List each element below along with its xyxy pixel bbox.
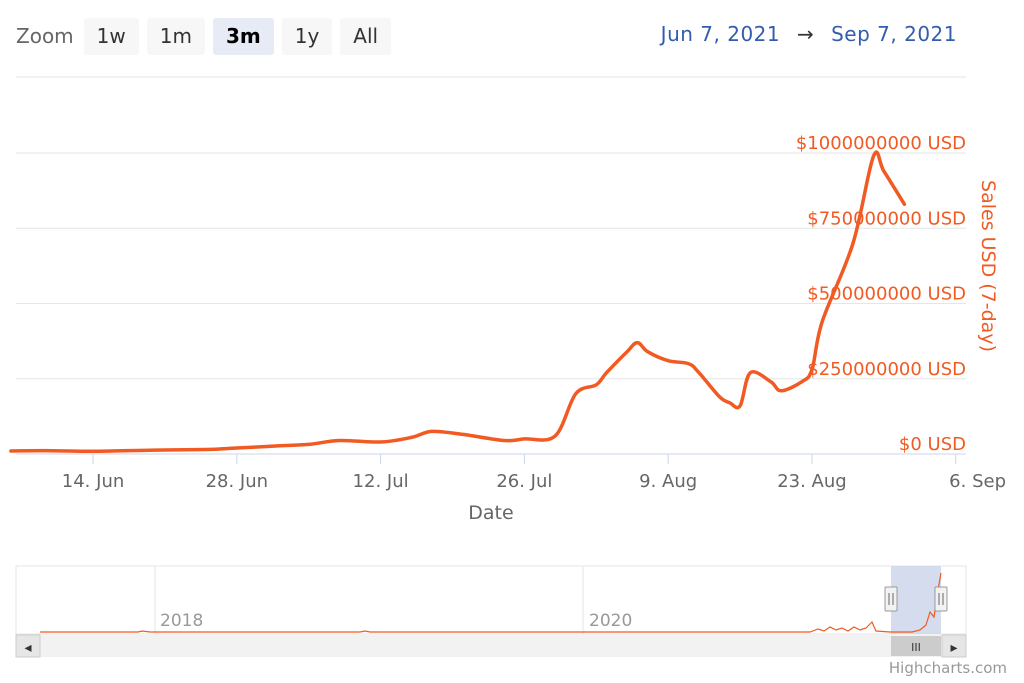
y-tick-label: $0 USD: [899, 434, 966, 455]
x-tick-label: 12. Jul: [353, 471, 409, 492]
zoom-all-button[interactable]: All: [340, 17, 392, 55]
range-arrow: →: [796, 22, 815, 46]
x-tick-label: 14. Jun: [62, 471, 124, 492]
x-tick-label: 28. Jun: [206, 471, 268, 492]
zoom-bar: Zoom 1w 1m 3m 1y All: [16, 17, 399, 55]
zoom-3m-button[interactable]: 3m: [212, 17, 274, 55]
x-axis-tick-labels: 14. Jun 28. Jun 12. Jul 26. Jul 9. Aug 23. Au…: [62, 454, 1006, 492]
x-tick-label: 26. Jul: [496, 471, 552, 492]
range-from-date[interactable]: Jun 7, 2021: [660, 22, 781, 46]
navigator[interactable]: 2018 2020: [15, 565, 967, 635]
y-tick-label: $500000000 USD: [807, 284, 966, 305]
scrollbar[interactable]: ◂ III ▸: [15, 634, 967, 658]
scrollbar-track[interactable]: [16, 635, 966, 657]
navigator-year-2018: 2018: [160, 611, 203, 631]
scrollbar-right-button[interactable]: [941, 634, 967, 658]
y-tick-label: $250000000 USD: [807, 359, 966, 380]
y-tick-label: $750000000 USD: [807, 208, 966, 229]
zoom-1w-button[interactable]: 1w: [83, 17, 139, 55]
y-axis-title: Sales USD (7-day): [977, 180, 999, 352]
navigator-selected-range[interactable]: [891, 566, 941, 634]
x-tick-label: 23. Aug: [777, 471, 847, 492]
x-tick-label: 9. Aug: [639, 471, 697, 492]
x-axis-title: Date: [468, 502, 513, 524]
zoom-1m-button[interactable]: 1m: [146, 17, 205, 55]
scrollbar-left-arrow-icon: ◂: [24, 640, 31, 656]
gridlines: [16, 76, 966, 455]
navigator-left-handle[interactable]: [884, 586, 898, 612]
highcharts-credit[interactable]: Highcharts.com: [888, 659, 1007, 677]
y-tick-label: $1000000000 USD: [796, 133, 966, 154]
navigator-year-2020: 2020: [589, 611, 632, 631]
scrollbar-left-button[interactable]: [15, 634, 41, 658]
scrollbar-grip-icon: III: [911, 641, 921, 654]
y-axis-tick-labels: $0 USD $250000000 USD $500000000 USD $75000…: [796, 133, 966, 455]
date-range-display: Jun 7, 2021 → Sep 7, 2021: [661, 22, 957, 46]
x-tick-label: 6. Sep: [949, 471, 1006, 492]
scrollbar-thumb[interactable]: [891, 636, 941, 656]
zoom-label: Zoom: [16, 24, 74, 48]
sales-series-line: [9, 150, 907, 454]
zoom-1y-button[interactable]: 1y: [281, 17, 333, 55]
scrollbar-right-arrow-icon: ▸: [950, 640, 957, 656]
series-layer: [9, 150, 907, 454]
navigator-series-line: [40, 572, 942, 633]
range-to-date[interactable]: Sep 7, 2021: [831, 22, 957, 46]
navigator-right-handle[interactable]: [934, 586, 948, 612]
